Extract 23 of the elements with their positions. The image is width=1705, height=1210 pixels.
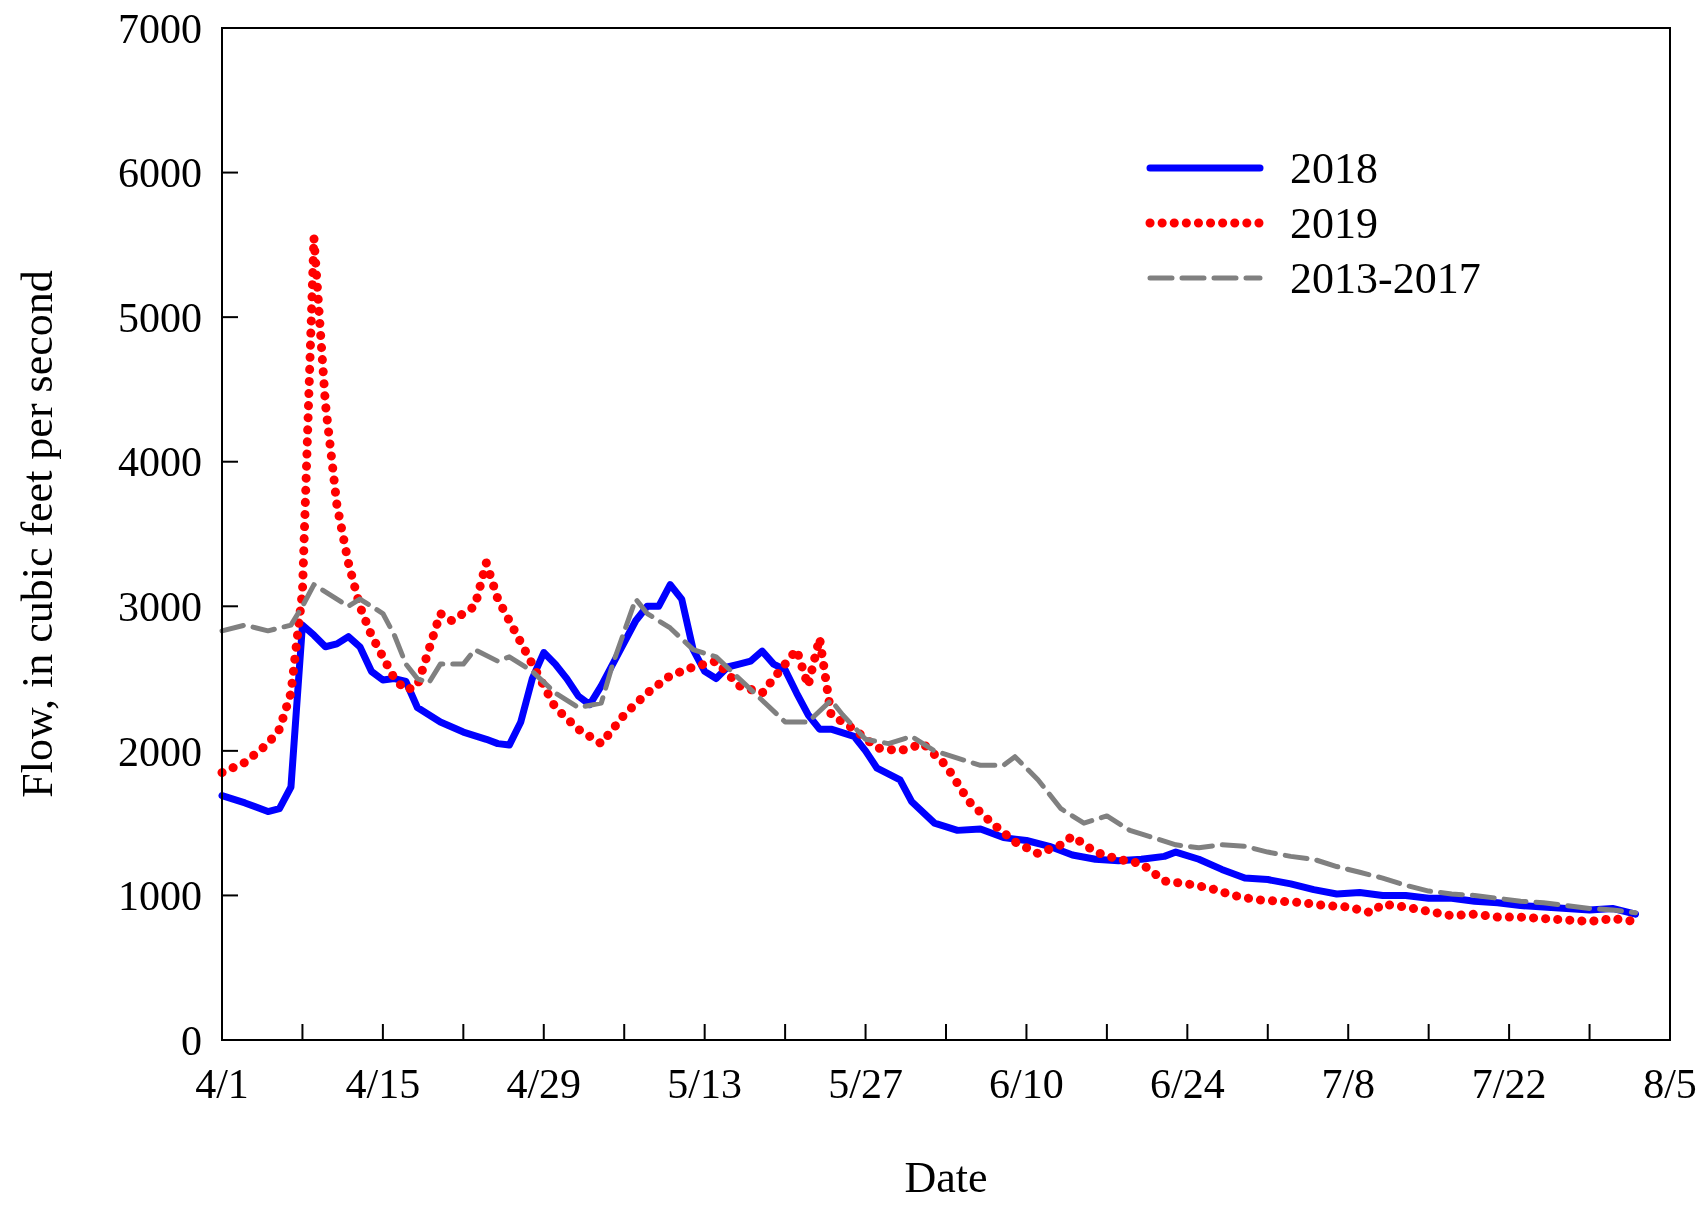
- y-tick-label: 2000: [118, 728, 202, 775]
- x-tick-label: 5/27: [828, 1061, 903, 1107]
- y-tick-label: 1000: [118, 873, 202, 920]
- legend-label: 2019: [1290, 199, 1378, 249]
- x-axis-title: Date: [904, 1153, 988, 1202]
- y-axis-title: Flow, in cubic feet per second: [13, 270, 62, 798]
- x-tick-label: 4/29: [506, 1061, 582, 1107]
- y-tick-label: 5000: [118, 294, 202, 341]
- x-tick-label: 7/8: [1321, 1061, 1376, 1107]
- x-tick-label: 5/13: [667, 1061, 742, 1107]
- x-tick-label: 7/22: [1471, 1061, 1547, 1107]
- y-tick-label: 3000: [118, 583, 202, 630]
- y-tick-label: 0: [181, 1017, 202, 1064]
- x-tick-label: 4/1: [195, 1061, 249, 1107]
- y-tick-label: 4000: [118, 439, 202, 486]
- x-tick-label: 8/5: [1643, 1061, 1697, 1107]
- legend-label: 2013-2017: [1290, 254, 1481, 304]
- x-tick-label: 4/15: [345, 1061, 421, 1107]
- y-tick-label: 7000: [118, 5, 202, 52]
- y-tick-label: 6000: [118, 150, 202, 197]
- x-tick-label: 6/24: [1150, 1061, 1225, 1107]
- x-tick-label: 6/10: [989, 1061, 1064, 1107]
- legend-label: 2018: [1290, 144, 1378, 194]
